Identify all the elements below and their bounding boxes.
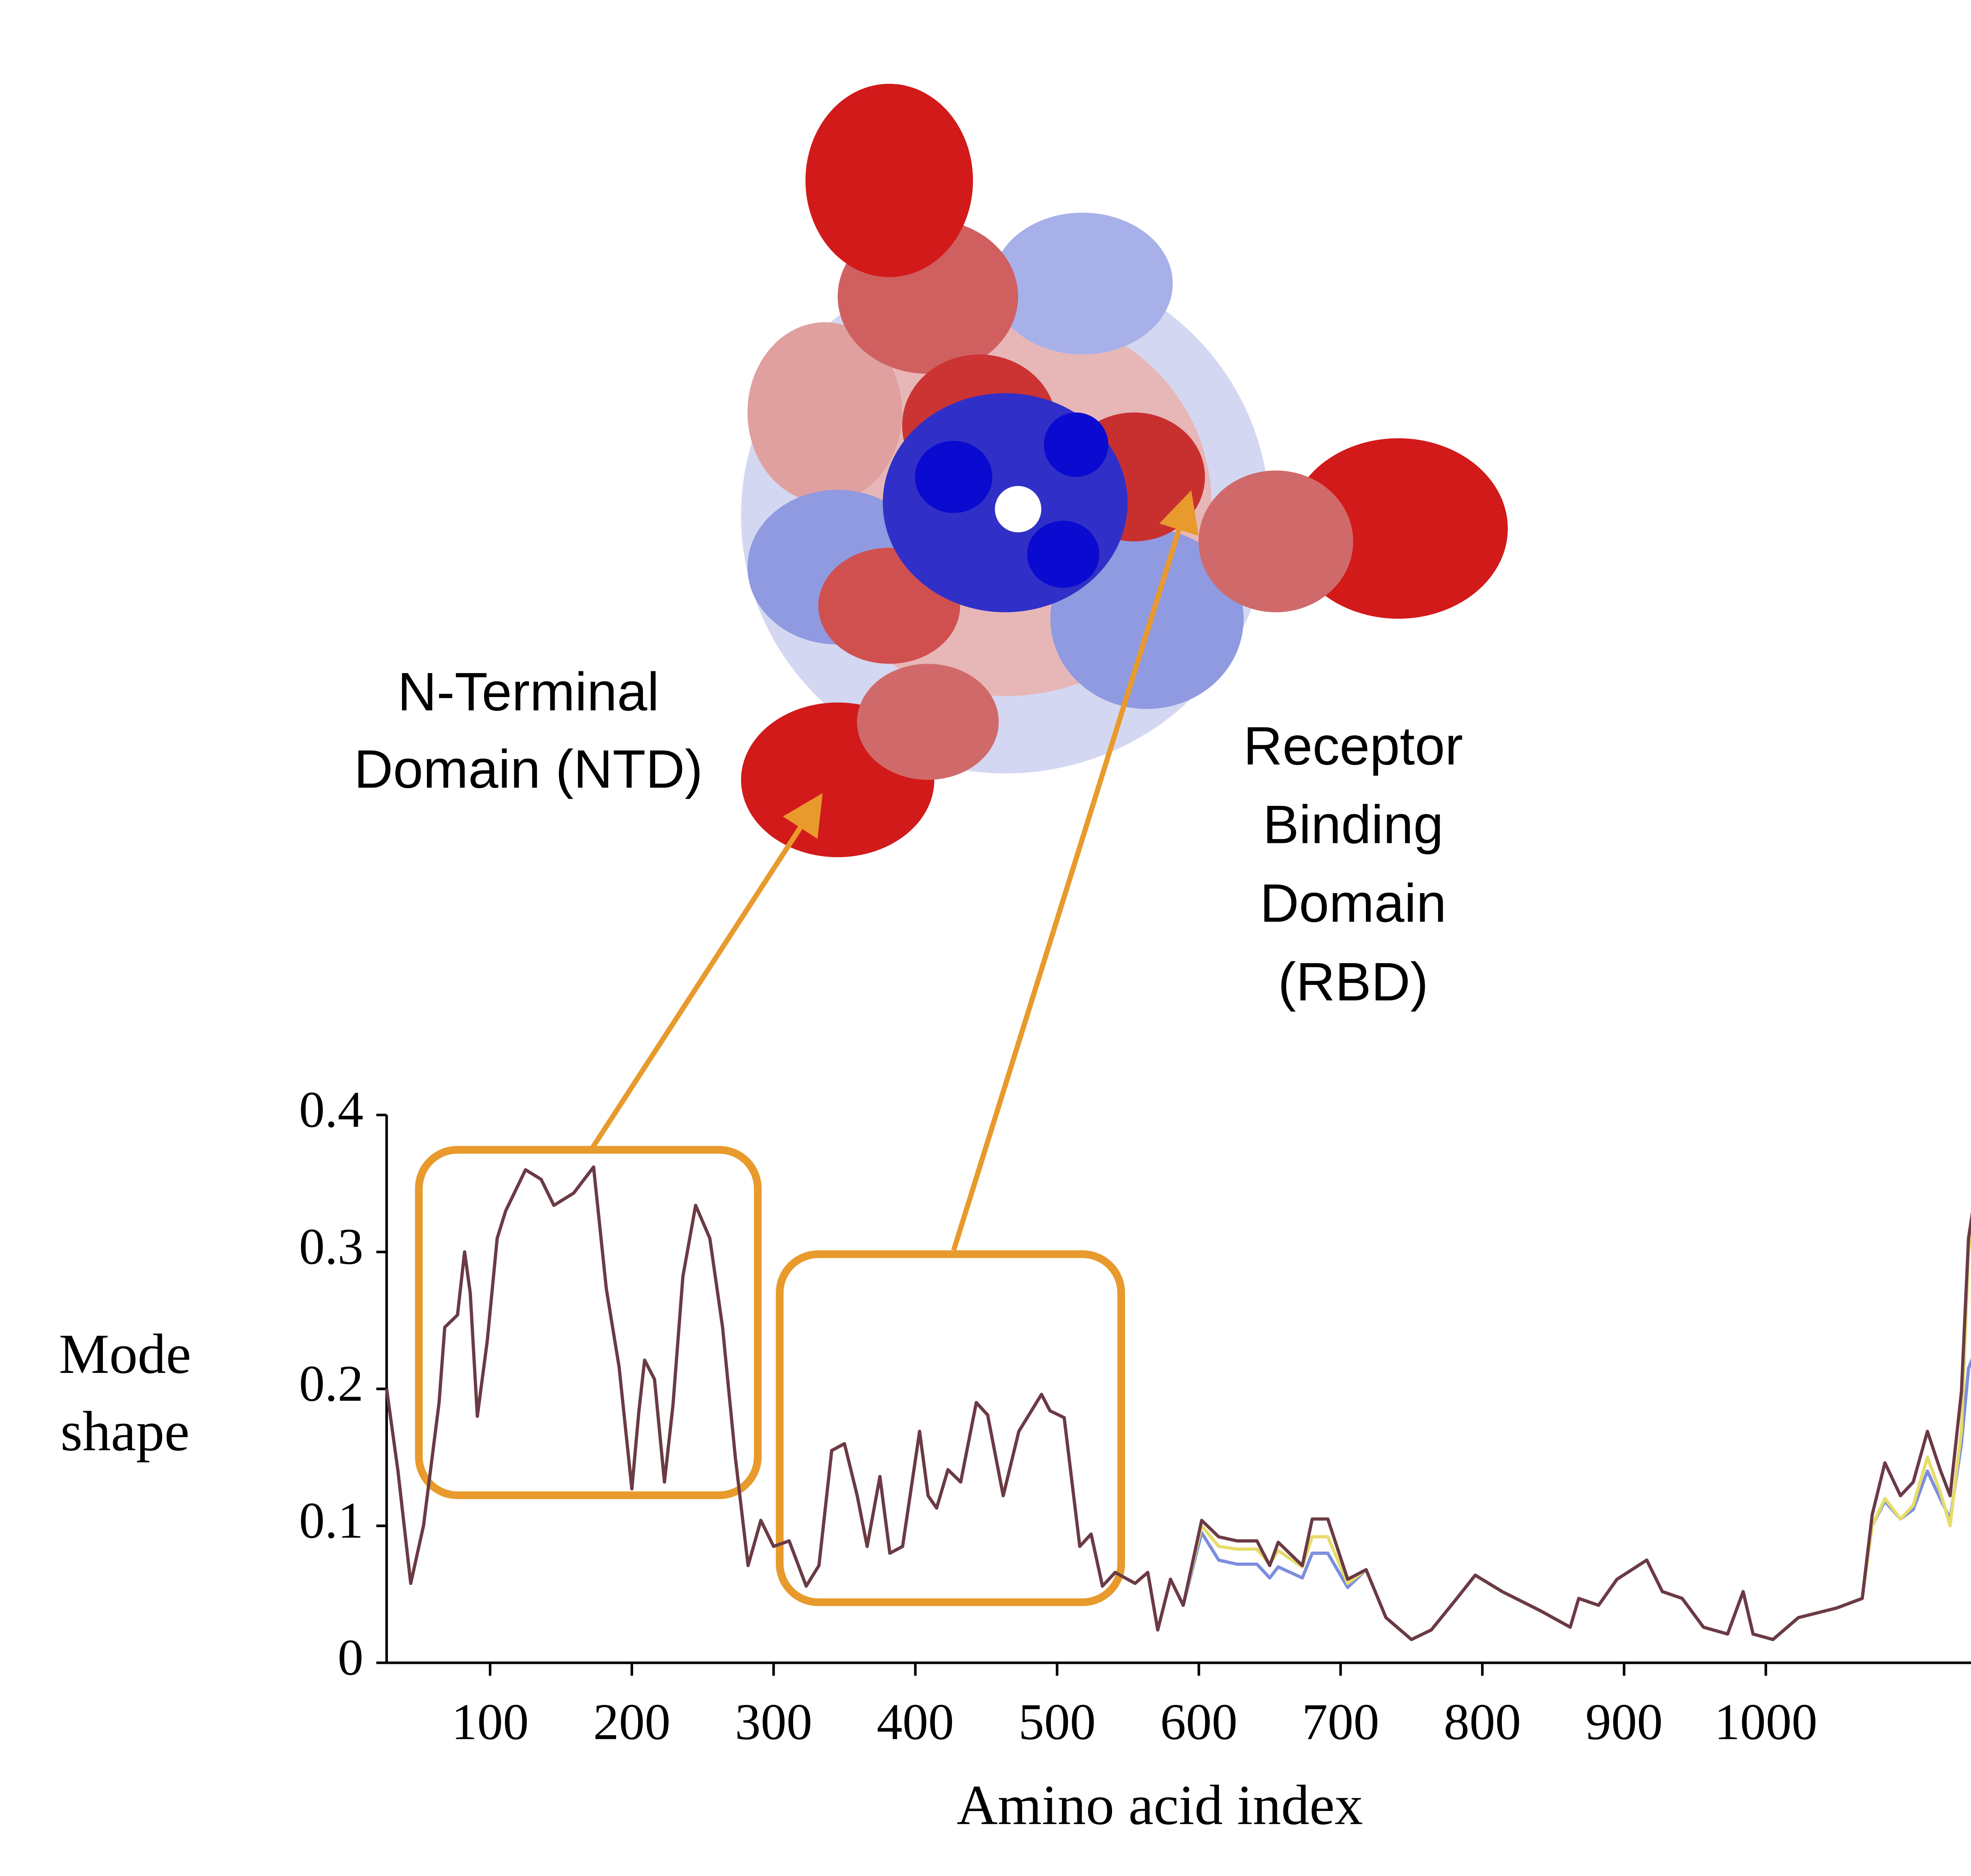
x-tick-label: 500 <box>1019 1693 1096 1751</box>
y-tick-label: 0.1 <box>299 1492 363 1549</box>
y-axis-label: shape <box>60 1400 189 1463</box>
y-tick-label: 0.3 <box>299 1218 363 1275</box>
x-tick-label: 700 <box>1302 1693 1379 1751</box>
x-tick-label: 600 <box>1160 1693 1237 1751</box>
x-tick-label: 400 <box>877 1693 954 1751</box>
protein-structure <box>741 84 1508 858</box>
annotation: (RBD) <box>1278 952 1428 1012</box>
annotation: Domain <box>1260 873 1446 934</box>
x-tick-label: 100 <box>451 1693 529 1751</box>
x-tick-label: 800 <box>1444 1693 1521 1751</box>
rbd-arrow <box>951 490 1199 1251</box>
ntd-box <box>415 1146 762 1499</box>
x-tick-label: 300 <box>735 1693 812 1751</box>
annotation: N-Terminal <box>398 662 659 722</box>
x-tick-label: 200 <box>593 1693 671 1751</box>
annotation: Receptor <box>1243 716 1463 776</box>
y-tick-label: 0 <box>338 1629 363 1686</box>
annotation: Domain (NTD) <box>354 739 703 800</box>
annotation: Binding <box>1263 794 1444 855</box>
rbd-box <box>776 1250 1125 1606</box>
y-tick-label: 0.4 <box>299 1081 363 1138</box>
highlights <box>415 490 1199 1606</box>
y-tick-label: 0.2 <box>299 1355 363 1412</box>
series-line <box>385 1165 1971 1641</box>
ntd-arrow <box>591 793 823 1149</box>
x-tick-label: 1000 <box>1714 1693 1818 1751</box>
x-axis-label: Amino acid index <box>957 1774 1363 1837</box>
x-tick-label: 900 <box>1585 1693 1663 1751</box>
y-axis-label: Mode <box>59 1323 191 1386</box>
